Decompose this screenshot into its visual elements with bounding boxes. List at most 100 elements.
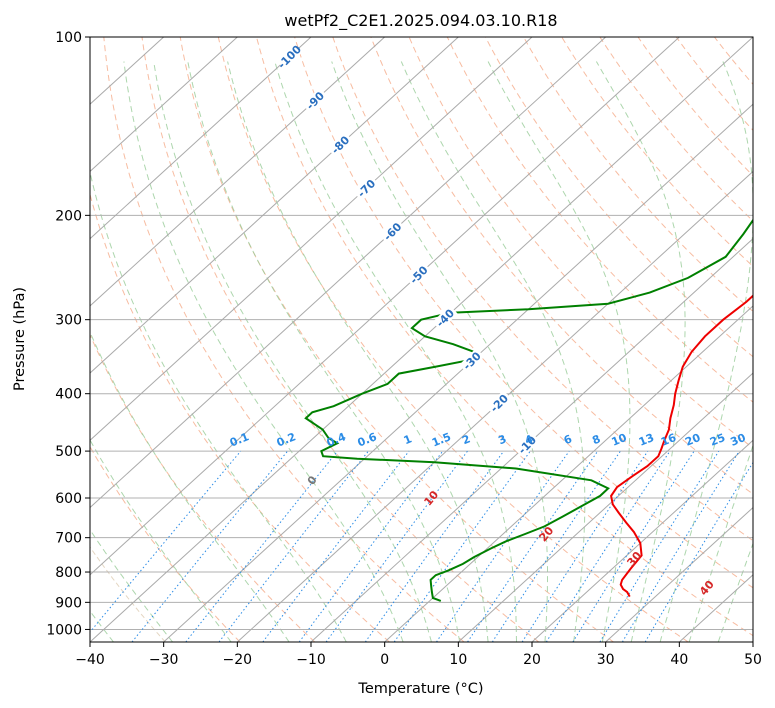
isotherm-line xyxy=(457,372,753,642)
mixing-ratio-label: 2 xyxy=(460,432,472,447)
mixing-ratio-label: 10 xyxy=(610,431,629,449)
x-tick-label: −30 xyxy=(149,652,179,668)
y-tick-label: 800 xyxy=(55,565,82,581)
x-tick-label: −40 xyxy=(75,652,105,668)
mixing-ratio-lines xyxy=(90,450,753,642)
isotherm-label-bg xyxy=(459,348,485,374)
dry-adiabat xyxy=(484,37,753,358)
mixing-ratio-line xyxy=(521,450,649,642)
isotherm-line xyxy=(163,103,753,642)
isotherm-line xyxy=(90,37,680,576)
mixing-ratio-label: 16 xyxy=(659,431,678,449)
moist-adiabat xyxy=(90,169,347,642)
mixing-ratio-line xyxy=(467,450,599,642)
mixing-ratio-line xyxy=(90,450,242,633)
mixing-ratio-line xyxy=(621,450,740,642)
x-axis-ticks: −40 −30 −20 −10 0 10 20 30 40 50 xyxy=(75,642,762,668)
isotherm-line xyxy=(90,37,238,173)
y-tick-label: 100 xyxy=(55,30,82,46)
temperature-line xyxy=(610,294,753,598)
mixing-ratio-line xyxy=(298,450,444,642)
moist-adiabat xyxy=(123,61,404,642)
moist-adiabat xyxy=(90,439,232,642)
isotherm-line xyxy=(531,439,753,642)
moist-adiabat xyxy=(90,330,290,642)
dry-adiabat xyxy=(90,192,390,642)
isotherm-line xyxy=(236,170,753,642)
dry-adiabat xyxy=(523,37,753,313)
moist-adiabat xyxy=(227,61,489,642)
y-tick-label: 300 xyxy=(55,313,82,329)
mixing-ratio-line xyxy=(325,450,468,642)
isotherm-label-bg xyxy=(405,262,432,288)
moist-adiabat xyxy=(400,61,586,642)
x-tick-label: 20 xyxy=(523,652,541,668)
mixing-ratio-line xyxy=(436,450,570,642)
dry-adiabat xyxy=(446,37,753,403)
isotherm-label-bg xyxy=(432,305,458,331)
chart-title: wetPf2_C2E1.2025.094.03.10.R18 xyxy=(284,11,557,31)
mixing-ratio-line xyxy=(185,450,338,642)
mixing-ratio-label: 3 xyxy=(496,432,508,447)
isotherm-line xyxy=(310,237,753,642)
x-tick-label: 0 xyxy=(380,652,389,668)
x-tick-label: 30 xyxy=(597,652,615,668)
dry-adiabat xyxy=(103,37,465,642)
mixing-ratio-line xyxy=(572,450,695,642)
mixing-ratio-label: 25 xyxy=(708,431,727,449)
isotherm-label-bg xyxy=(514,432,540,458)
isotherm-line xyxy=(90,37,607,509)
skewed-isotherms xyxy=(90,37,753,642)
mixing-ratio-label: 30 xyxy=(728,431,747,449)
mixing-ratio-line xyxy=(545,450,671,642)
isotherm-label-bg xyxy=(486,390,512,416)
isotherm-line xyxy=(605,506,753,642)
x-tick-label: 40 xyxy=(670,652,688,668)
y-tick-label: 600 xyxy=(55,491,82,507)
y-tick-label: 200 xyxy=(55,208,82,224)
dewpoint-line xyxy=(304,218,753,602)
moist-adiabat xyxy=(659,61,753,642)
mixing-ratio-line xyxy=(364,450,505,642)
dry-adiabat xyxy=(256,37,753,637)
sounding-profiles xyxy=(304,218,753,602)
mixing-ratio-label: 13 xyxy=(637,431,656,449)
x-tick-label: 10 xyxy=(449,652,467,668)
y-tick-label: 500 xyxy=(55,444,82,460)
mixing-ratio-label: 20 xyxy=(683,431,702,449)
moist-adiabat xyxy=(153,61,432,642)
moist-adiabat xyxy=(595,61,686,642)
mixing-ratio-label: 8 xyxy=(590,432,602,447)
isotherm-label-bg xyxy=(353,175,379,201)
x-tick-label: −10 xyxy=(296,652,326,668)
moist-adiabat xyxy=(717,542,753,642)
mixing-ratio-line xyxy=(131,450,288,642)
moist-adiabat xyxy=(688,443,753,642)
y-tick-label: 1000 xyxy=(46,622,82,638)
isotherm-line xyxy=(90,37,386,307)
moist-adiabat xyxy=(331,61,548,642)
dry-adiabat xyxy=(408,37,753,449)
isotherm-label-bg xyxy=(276,44,303,70)
isotherm-line xyxy=(90,37,753,642)
dry-adiabat xyxy=(217,37,689,642)
mixing-ratio-label: 1 xyxy=(402,432,414,447)
dry-adiabat xyxy=(141,37,540,642)
dry-adiabat xyxy=(370,37,753,495)
isotherm-line xyxy=(90,37,312,240)
isotherm-label-bg xyxy=(327,132,354,158)
y-tick-label: 700 xyxy=(55,531,82,547)
moist-adiabat xyxy=(274,61,517,642)
mixing-ratio-line xyxy=(262,450,410,642)
y-axis-label: Pressure (hPa) xyxy=(12,287,28,391)
x-tick-label: −20 xyxy=(223,652,253,668)
moist-adiabat xyxy=(90,528,173,642)
y-tick-label: 400 xyxy=(55,387,82,403)
mixing-ratio-line xyxy=(491,450,621,642)
moist-adiabat xyxy=(187,61,461,642)
y-axis-ticks: 100 200 300 400 500 600 700 800 900 1000 xyxy=(46,30,90,638)
x-tick-label: 50 xyxy=(744,652,762,668)
isotherm-line xyxy=(384,305,753,642)
